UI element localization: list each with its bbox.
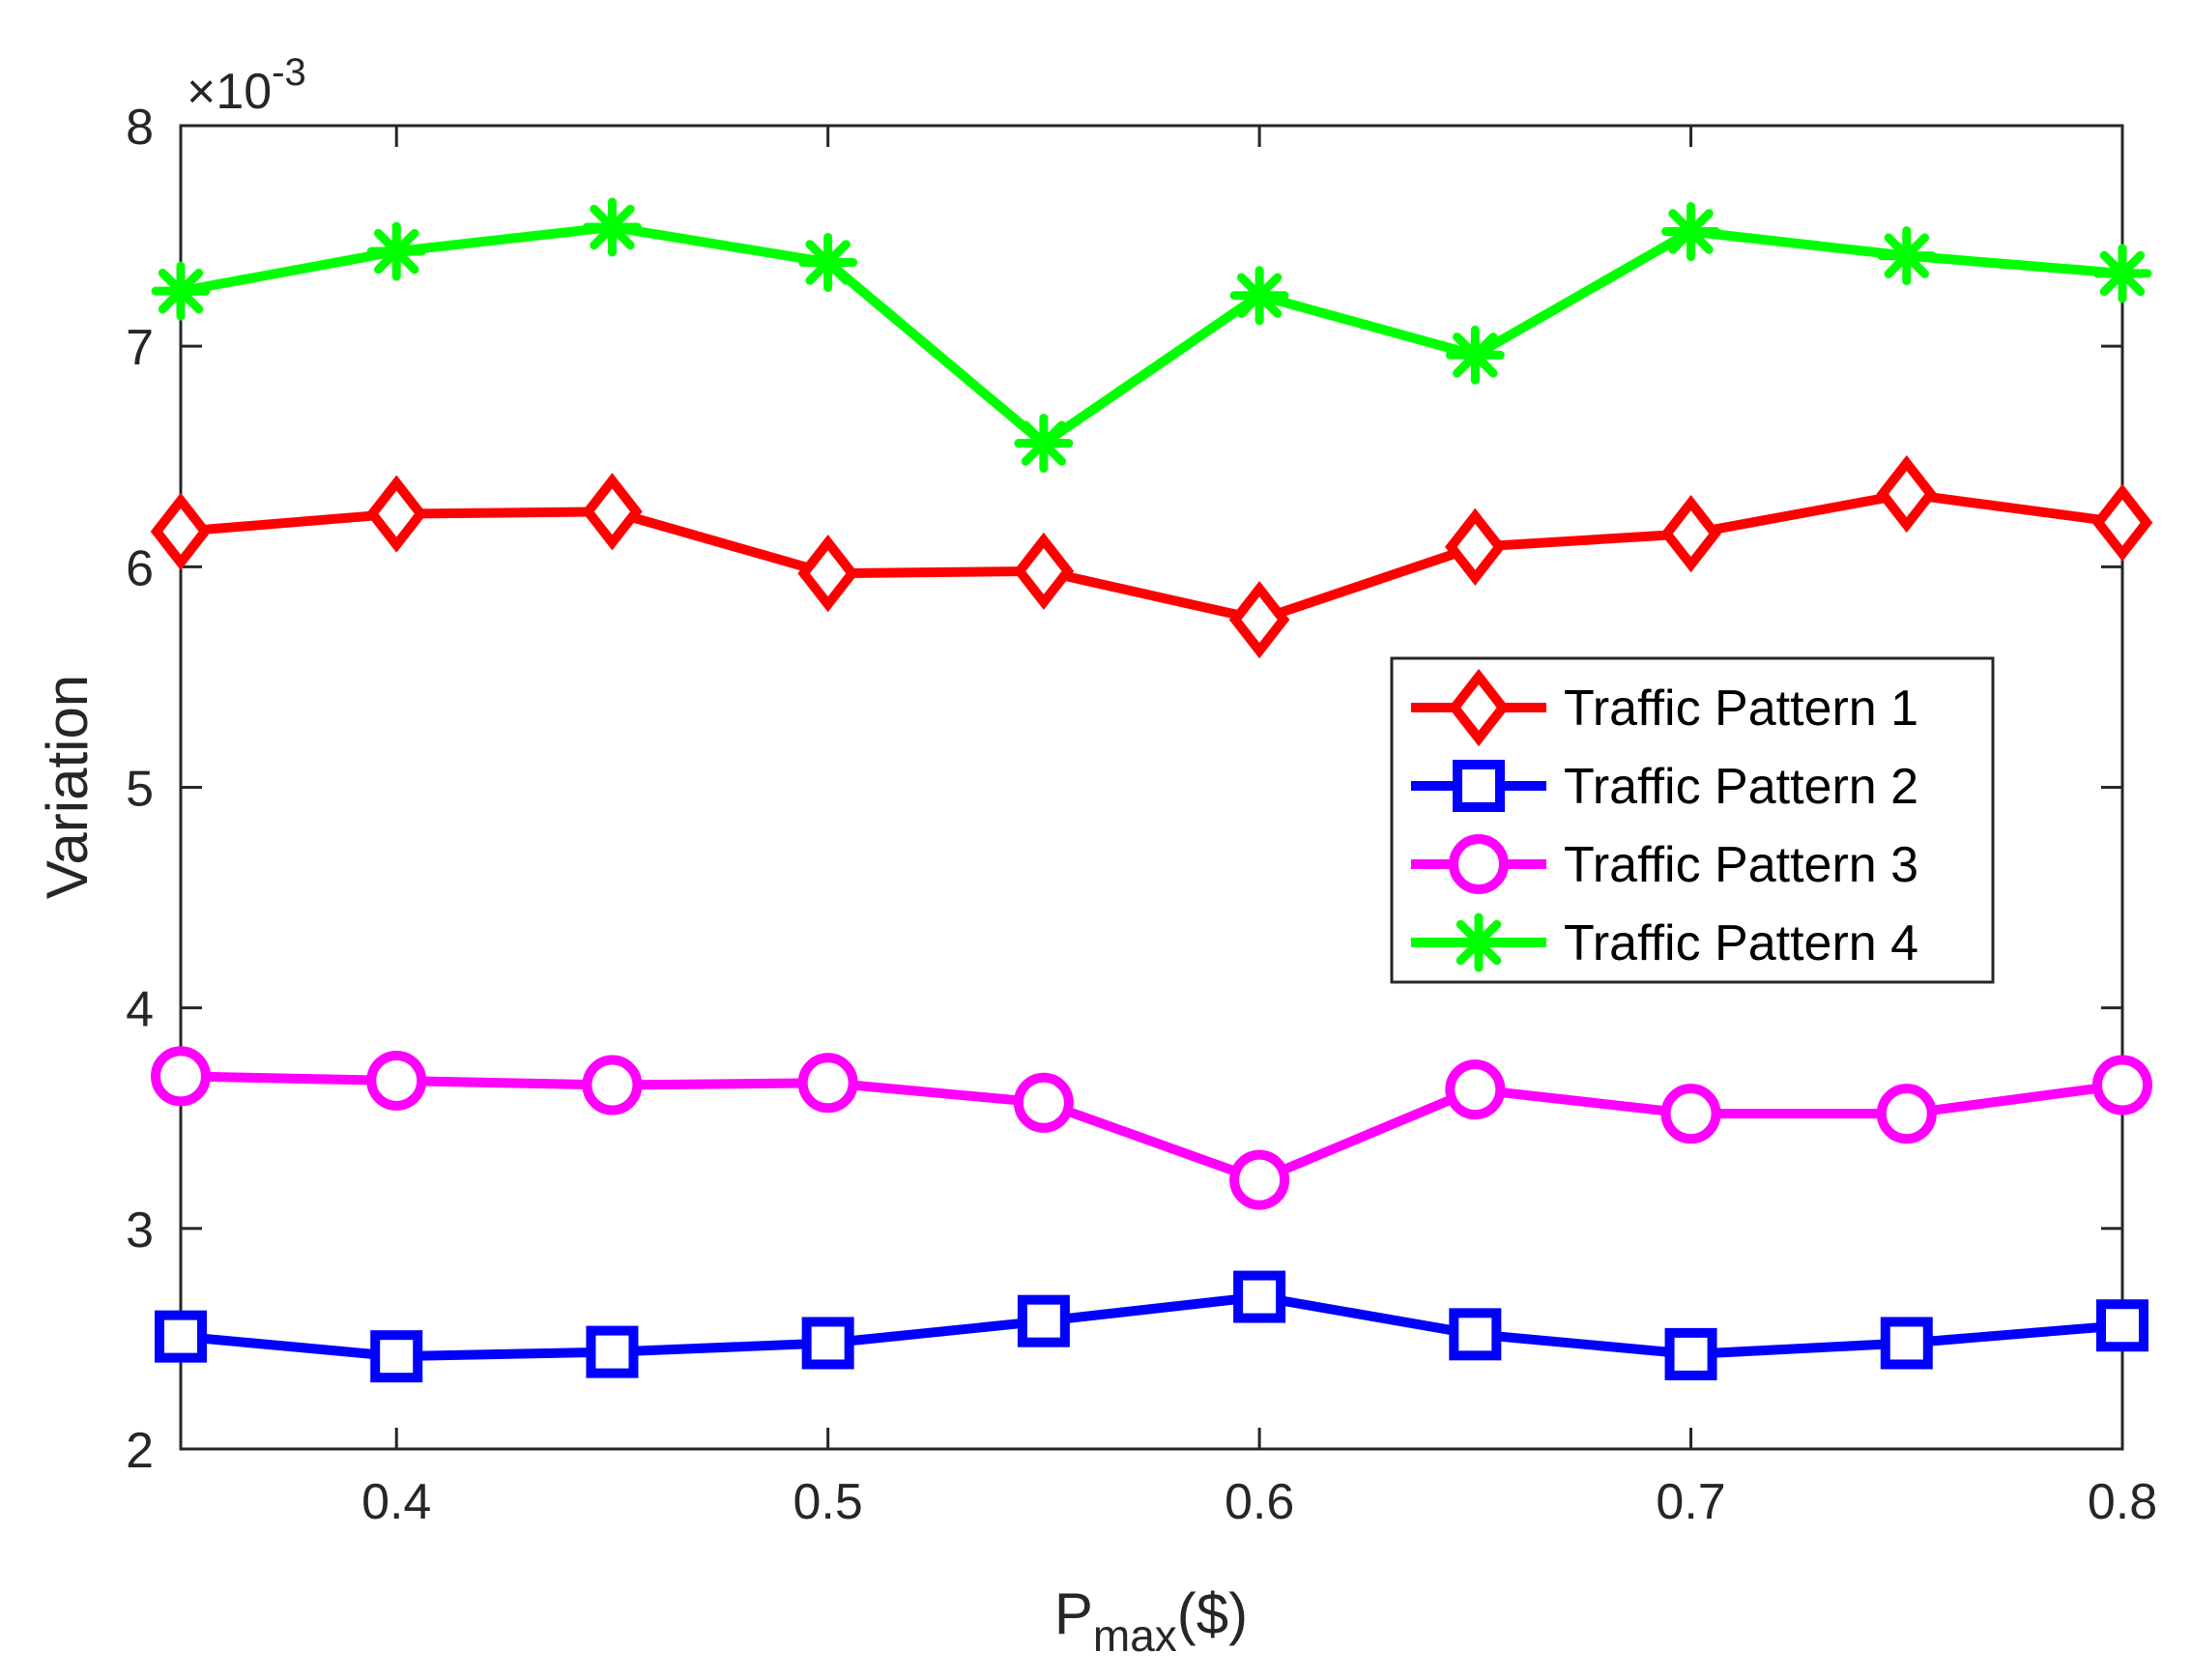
data-point	[1660, 1084, 1721, 1144]
data-point	[1017, 1294, 1070, 1347]
x-tick-label: 0.4	[361, 1474, 431, 1530]
data-point	[1876, 454, 1938, 534]
y-scale-base: ×10	[187, 64, 272, 120]
x-axis-title: Pmax($)	[1054, 1581, 1248, 1661]
y-tick-label: 5	[126, 762, 154, 818]
legend-marker	[1453, 760, 1505, 812]
asterisk-stroke	[1668, 209, 1714, 254]
series-4	[151, 197, 2152, 474]
series-line	[176, 1071, 2127, 1185]
data-point	[155, 1310, 207, 1363]
legend-label: Traffic Pattern 2	[1564, 759, 1918, 815]
data-point	[1876, 1084, 1937, 1144]
data-point	[582, 197, 642, 257]
data-point	[2091, 483, 2153, 562]
asterisk-stroke	[1884, 233, 1929, 278]
x-tick-label: 0.8	[2088, 1474, 2157, 1530]
x-axis-title-subscript: max	[1093, 1610, 1177, 1661]
series-1	[150, 454, 2153, 659]
series-line	[176, 489, 2127, 625]
asterisk-stroke	[1456, 919, 1502, 966]
y-tick-label: 4	[126, 982, 154, 1038]
asterisk-stroke	[1021, 420, 1067, 466]
data-point	[1664, 1327, 1717, 1380]
x-tick-label: 0.7	[1656, 1474, 1725, 1530]
data-point	[366, 1050, 427, 1111]
data-point	[1228, 580, 1290, 659]
legend-item: Traffic Pattern 1	[1411, 668, 1918, 747]
y-scale-exponent: -3	[272, 51, 306, 94]
data-point	[1449, 1308, 1502, 1361]
y-scale-factor: ×10-3	[187, 51, 306, 120]
legend-item: Traffic Pattern 3	[1411, 834, 1918, 894]
data-point	[582, 1055, 643, 1115]
data-point	[1880, 1317, 1933, 1370]
data-point	[150, 492, 212, 570]
data-point	[1013, 1072, 1074, 1133]
asterisk-stroke	[805, 240, 850, 285]
series-layer	[150, 197, 2153, 1383]
series-3	[151, 1046, 2152, 1210]
series-2	[155, 1270, 2148, 1383]
asterisk-stroke	[1236, 273, 1283, 318]
data-point	[586, 1325, 639, 1378]
x-axis-title-suffix: ($)	[1177, 1581, 1248, 1646]
legend-marker	[1449, 834, 1509, 894]
y-tick-label: 3	[126, 1202, 154, 1259]
asterisk-stroke	[158, 268, 204, 314]
legend-label: Traffic Pattern 3	[1564, 837, 1918, 893]
data-point	[2096, 1299, 2148, 1352]
data-point	[1233, 1270, 1286, 1323]
y-tick-label: 7	[126, 320, 154, 376]
data-point	[1877, 226, 1937, 286]
series-line	[176, 1291, 2127, 1362]
data-point	[1229, 266, 1289, 326]
asterisk-stroke	[590, 204, 635, 250]
legend-item: Traffic Pattern 4	[1411, 912, 1918, 972]
asterisk-stroke	[2099, 250, 2146, 297]
y-tick-label: 8	[126, 100, 154, 156]
y-axis-title: Variation	[35, 675, 100, 899]
x-tick-label: 0.5	[793, 1474, 863, 1530]
data-point	[1660, 494, 1721, 573]
data-point	[1445, 507, 1506, 586]
axis-ticks: 0.4 0.5 0.6 0.7 0.8 2 3 4 5 6 7 8	[126, 100, 2157, 1530]
legend-marker	[1448, 668, 1510, 747]
data-point	[1661, 202, 1721, 262]
x-axis-title-main: P	[1054, 1581, 1093, 1646]
data-point	[797, 535, 858, 613]
data-point	[582, 473, 643, 551]
series-line	[176, 221, 2127, 449]
data-point	[2092, 244, 2152, 304]
data-point	[365, 475, 427, 553]
data-point	[1014, 414, 1074, 474]
legend-item: Traffic Pattern 2	[1411, 759, 1918, 815]
data-point	[801, 1317, 854, 1370]
legend-label: Traffic Pattern 4	[1564, 915, 1918, 971]
legend-label: Traffic Pattern 1	[1564, 681, 1918, 737]
data-point	[1445, 325, 1505, 385]
data-point	[798, 232, 858, 292]
data-point	[370, 1330, 423, 1383]
data-point	[151, 261, 211, 321]
data-point	[151, 1046, 211, 1107]
legend-marker	[1449, 912, 1509, 972]
data-point	[1013, 532, 1075, 611]
data-point	[797, 1053, 858, 1114]
asterisk-stroke	[1453, 333, 1498, 378]
y-tick-label: 6	[126, 540, 154, 596]
asterisk-stroke	[374, 228, 419, 275]
x-tick-label: 0.6	[1225, 1474, 1294, 1530]
data-point	[1229, 1149, 1290, 1210]
y-tick-label: 2	[126, 1423, 154, 1479]
legend: Traffic Pattern 1 Traffic Pattern 2 Traffi…	[1390, 656, 1995, 984]
legend-items: Traffic Pattern 1 Traffic Pattern 2 Traffi…	[1411, 668, 1918, 972]
data-point	[1445, 1059, 1506, 1120]
data-point	[2092, 1055, 2152, 1115]
data-point	[366, 221, 426, 281]
